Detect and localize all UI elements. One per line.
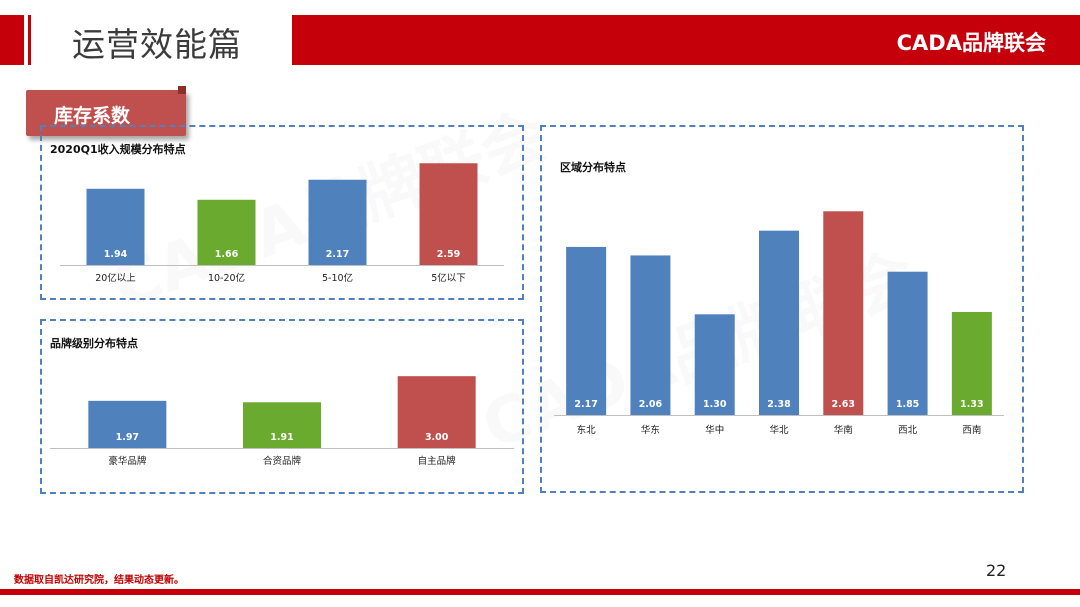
bar-5 <box>887 271 928 415</box>
category-label-0: 东北 <box>577 424 597 436</box>
data-label-1: 1.66 <box>215 249 239 260</box>
category-label-1: 华东 <box>641 424 660 436</box>
page-title: 运营效能篇 <box>72 25 242 64</box>
section-tag-label: 库存系数 <box>54 105 131 127</box>
bar-2 <box>694 314 735 415</box>
data-label-2: 3.00 <box>425 432 449 443</box>
data-label-0: 1.97 <box>116 432 139 443</box>
bar-6 <box>951 311 992 415</box>
data-label-5: 1.85 <box>896 399 919 410</box>
data-label-1: 2.06 <box>639 399 663 410</box>
chart-title: 品牌级别分布特点 <box>50 337 138 350</box>
bar-3 <box>419 163 478 265</box>
bar-1 <box>243 402 321 448</box>
footer-band <box>0 589 1080 595</box>
data-label-3: 2.59 <box>437 249 460 260</box>
data-label-2: 1.30 <box>703 399 727 410</box>
data-label-1: 1.91 <box>270 432 293 443</box>
data-label-3: 2.38 <box>767 399 791 410</box>
data-label-0: 1.94 <box>104 249 128 260</box>
data-label-4: 2.63 <box>832 399 855 410</box>
bar-0 <box>566 246 607 415</box>
revenue-bar-chart: 1.94 20亿以上 1.66 10-20亿 2.17 5-10亿 2.59 5亿以下 <box>60 163 504 284</box>
chart-panel-brand-level: 品牌级别分布特点 1.97 豪华品牌 1.91 合资品牌 3.00 自主品牌 <box>40 319 524 494</box>
category-label-5: 西北 <box>898 425 918 436</box>
brand-logo-text: CADA品牌联会 <box>896 31 1046 55</box>
header-accent-block <box>0 15 24 65</box>
data-label-0: 2.17 <box>574 399 597 410</box>
chart-panel-revenue: 2020Q1收入规模分布特点 1.94 20亿以上 1.66 10-20亿 2.17 5-… <box>40 125 524 300</box>
brand-level-bar-chart: 1.97 豪华品牌 1.91 合资品牌 3.00 自主品牌 <box>50 376 514 467</box>
category-label-0: 20亿以上 <box>95 272 136 284</box>
chart-panel-region: 区域分布特点 2.17 东北 2.06 华东 1.30 华中 2.38 华北 2.63 华南 1.8… <box>540 125 1024 493</box>
category-label-4: 华南 <box>834 424 853 436</box>
region-bar-chart: 2.17 东北 2.06 华东 1.30 华中 2.38 华北 2.63 华南 1.85 西北 1.33… <box>554 211 1004 436</box>
data-label-6: 1.33 <box>960 399 983 410</box>
bar-2 <box>397 376 476 448</box>
bar-1 <box>630 255 671 415</box>
section-tag-fold <box>178 86 186 94</box>
section-tag: 库存系数 <box>26 90 186 136</box>
bar-2 <box>308 179 367 265</box>
category-label-2: 5-10亿 <box>322 272 353 284</box>
footnote: 数据取自凯达研究院，结果动态更新。 <box>14 575 184 586</box>
category-label-3: 华北 <box>769 424 789 436</box>
page-number: 22 <box>986 561 1007 580</box>
category-label-2: 自主品牌 <box>418 455 457 467</box>
bar-3 <box>759 230 799 415</box>
category-label-0: 豪华品牌 <box>108 455 147 467</box>
bar-4 <box>823 211 864 415</box>
bar-0 <box>88 400 167 448</box>
category-label-6: 西南 <box>962 424 981 436</box>
category-label-2: 华中 <box>705 424 724 436</box>
category-label-1: 10-20亿 <box>208 272 245 284</box>
category-label-1: 合资品牌 <box>263 455 302 467</box>
category-label-3: 5亿以下 <box>431 272 466 284</box>
header-accent-line <box>28 15 31 65</box>
bar-0 <box>86 188 145 265</box>
bar-1 <box>197 199 256 265</box>
chart-title: 2020Q1收入规模分布特点 <box>50 143 186 156</box>
header-band <box>292 15 1080 65</box>
data-label-2: 2.17 <box>326 249 349 260</box>
chart-title: 区域分布特点 <box>560 161 626 174</box>
